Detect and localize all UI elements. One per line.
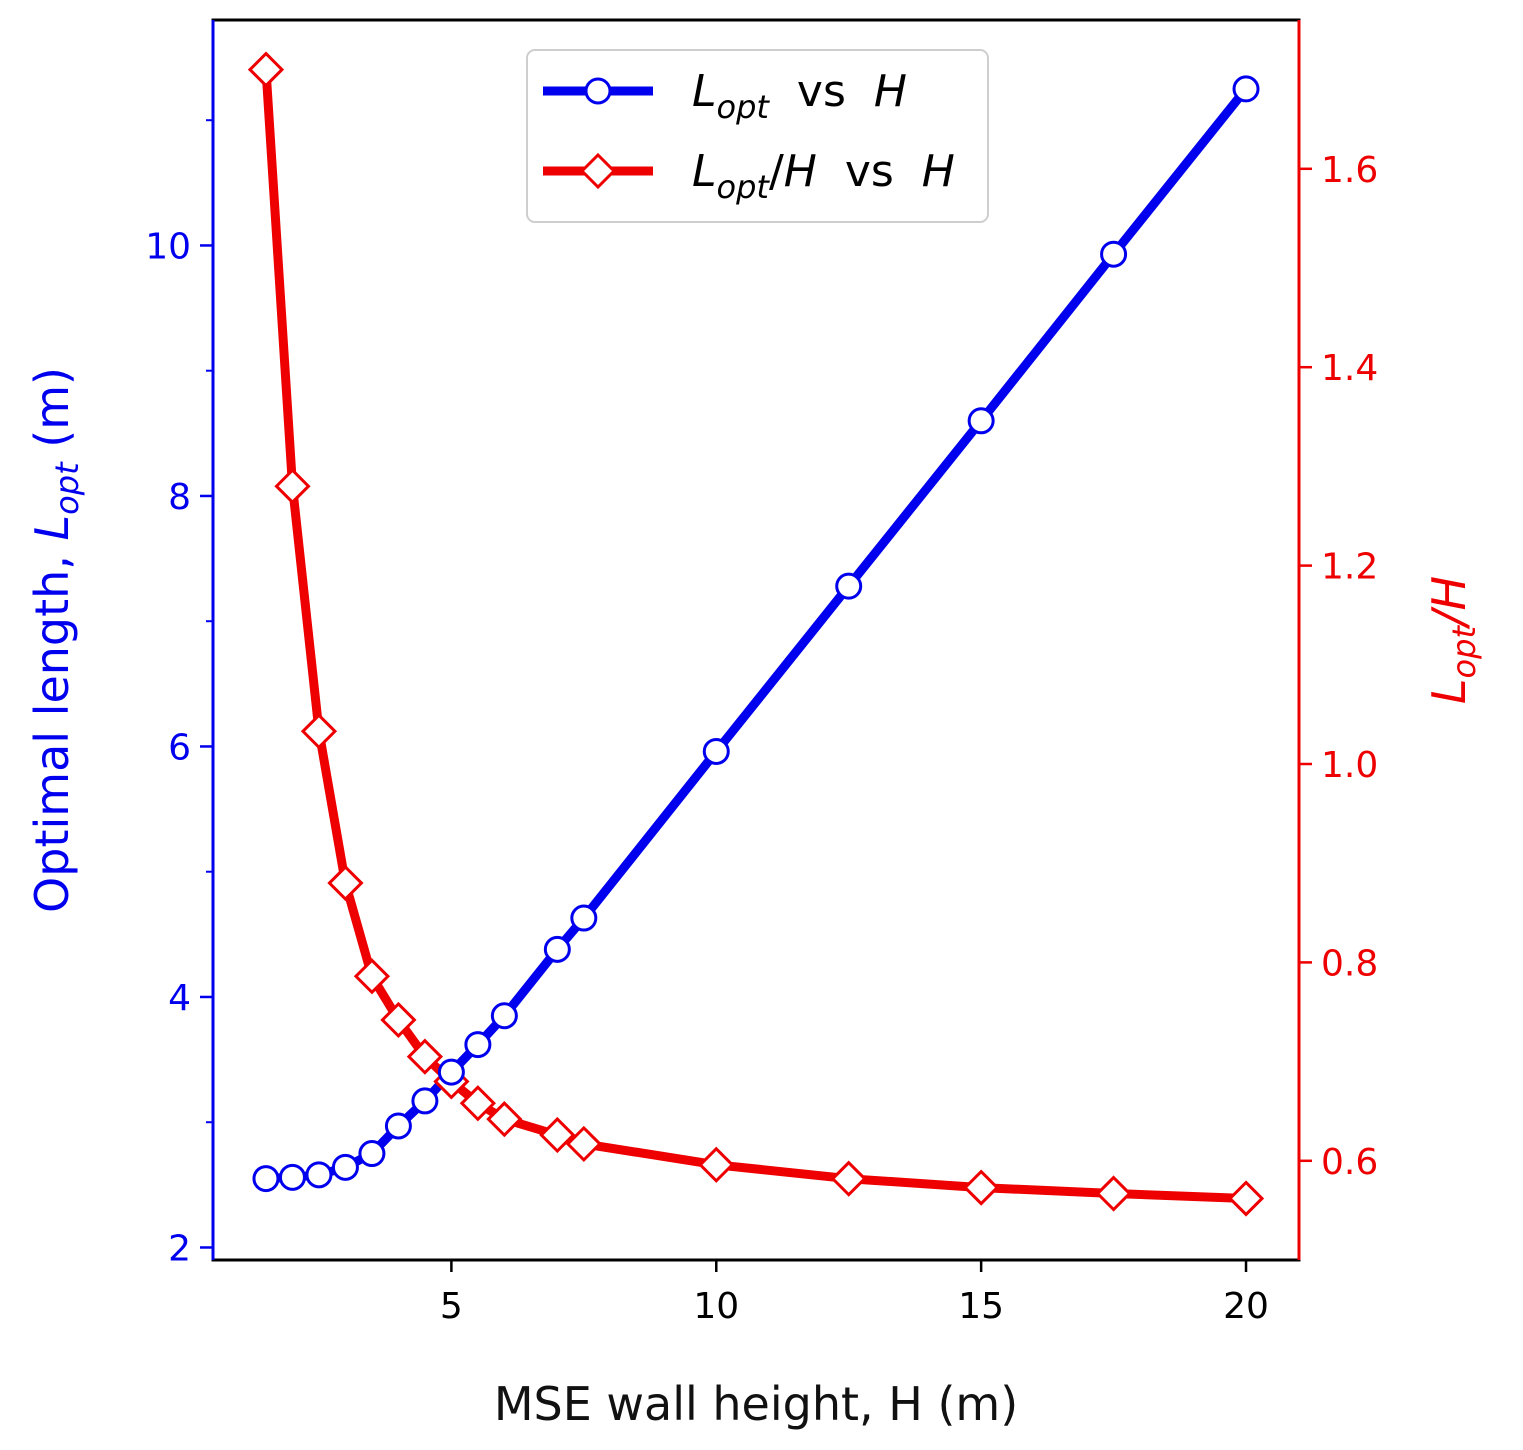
- lopt-h-point-0: [247, 51, 285, 88]
- lopt-h-point-8: [459, 1085, 496, 1122]
- lopt-point-10: [543, 935, 571, 963]
- x-tick-label-20: 20: [1223, 1286, 1269, 1327]
- y-right-tick-label-0.8: 0.8: [1321, 943, 1378, 984]
- legend2-sub: opt: [717, 168, 771, 206]
- lopt-point-12: [702, 737, 730, 765]
- y-right-tick-label-0.6: 0.6: [1321, 1142, 1378, 1183]
- y-right-tick-label-1.0: 1.0: [1321, 745, 1378, 786]
- lopt-point-13: [835, 572, 863, 600]
- y-left-var: L: [25, 515, 79, 541]
- y-left-tick-label-8: 8: [168, 477, 191, 518]
- x-tick-label-5: 5: [440, 1286, 463, 1327]
- legend2-mid2: vs: [817, 146, 922, 197]
- lopt-point-0: [252, 1165, 280, 1193]
- y-left-prefix: Optimal length,: [25, 540, 79, 913]
- lopt-h-point-3: [327, 864, 364, 902]
- lopt-h-point-2: [300, 713, 338, 750]
- y-axis-title-left: Optimal length, Lopt (m): [25, 367, 86, 913]
- lopt-point-1: [278, 1163, 306, 1191]
- lopt-point-11: [570, 904, 598, 932]
- y-right-var: L: [1422, 678, 1476, 704]
- lopt-h-point-14: [963, 1169, 1000, 1206]
- legend1-var: L: [692, 66, 717, 117]
- legend: Lopt vs H Lopt/H vs H: [526, 49, 989, 223]
- lopt-h-point-4: [353, 958, 391, 995]
- series-markers: [247, 51, 1265, 1217]
- lopt-point-15: [1100, 240, 1128, 268]
- x-tick-label-10: 10: [693, 1286, 739, 1327]
- legend-label-lopt: Lopt vs H: [692, 66, 907, 126]
- legend-marker-circle: [584, 77, 612, 105]
- series-line-lopt-h: [261, 65, 1251, 1203]
- series-lines: [261, 65, 1251, 1203]
- y-right-sub: opt: [1445, 625, 1483, 679]
- y-left-sub: opt: [48, 461, 86, 515]
- lopt-point-4: [358, 1140, 386, 1168]
- lopt-point-2: [305, 1161, 333, 1189]
- lopt-h-point-5: [380, 1001, 417, 1039]
- legend-label-lopt-h: Lopt/H vs H: [692, 146, 955, 206]
- lopt-point-14: [967, 407, 995, 435]
- y-left-suffix: (m): [25, 367, 79, 462]
- lopt-point-8: [464, 1031, 492, 1059]
- y-right-tick-label-1.2: 1.2: [1321, 547, 1378, 588]
- lopt-h-point-1: [274, 468, 311, 505]
- series-line-lopt: [261, 84, 1251, 1184]
- lopt-point-16: [1232, 75, 1260, 103]
- y-right-suffix: /H: [1422, 576, 1476, 630]
- lopt-h-point-11: [565, 1125, 602, 1163]
- lopt-h-point-6: [406, 1038, 444, 1075]
- legend2-var2: H: [784, 146, 817, 197]
- lopt-point-5: [384, 1112, 412, 1140]
- lopt-h-point-10: [539, 1116, 576, 1154]
- y-axis-title-right: Lopt/H: [1422, 576, 1483, 704]
- lopt-h-point-9: [486, 1101, 523, 1138]
- lopt-point-3: [331, 1153, 359, 1181]
- x-axis-title: MSE wall height, H (m): [494, 1377, 1018, 1431]
- y-right-tick-label-1.6: 1.6: [1321, 150, 1378, 191]
- y-left-tick-label-10: 10: [145, 226, 191, 267]
- y-left-tick-label-2: 2: [168, 1228, 191, 1269]
- y-right-tick-label-1.4: 1.4: [1321, 348, 1378, 389]
- legend2-var3: H: [922, 146, 955, 197]
- lopt-point-9: [490, 1002, 518, 1030]
- y-left-tick-label-6: 6: [168, 727, 191, 768]
- lopt-point-7: [437, 1058, 465, 1086]
- x-tick-label-15: 15: [958, 1286, 1004, 1327]
- lopt-h-point-15: [1095, 1175, 1132, 1212]
- lopt-h-point-12: [698, 1146, 735, 1183]
- legend1-mid: vs: [769, 66, 874, 117]
- legend1-sub: opt: [717, 88, 771, 126]
- legend2-mid: /: [769, 146, 784, 197]
- legend2-var: L: [692, 146, 717, 197]
- lopt-point-6: [411, 1087, 439, 1115]
- legend-marker-diamond: [579, 152, 617, 190]
- lopt-h-point-13: [830, 1160, 867, 1197]
- legend1-var2: H: [874, 66, 907, 117]
- axis-ticks: 5 10 15 20 2 4 6 8 10 0.6 0.8 1.0 1.2 1.4 1.6: [145, 119, 1378, 1327]
- y-left-tick-label-4: 4: [168, 978, 191, 1019]
- lopt-h-point-16: [1227, 1180, 1265, 1217]
